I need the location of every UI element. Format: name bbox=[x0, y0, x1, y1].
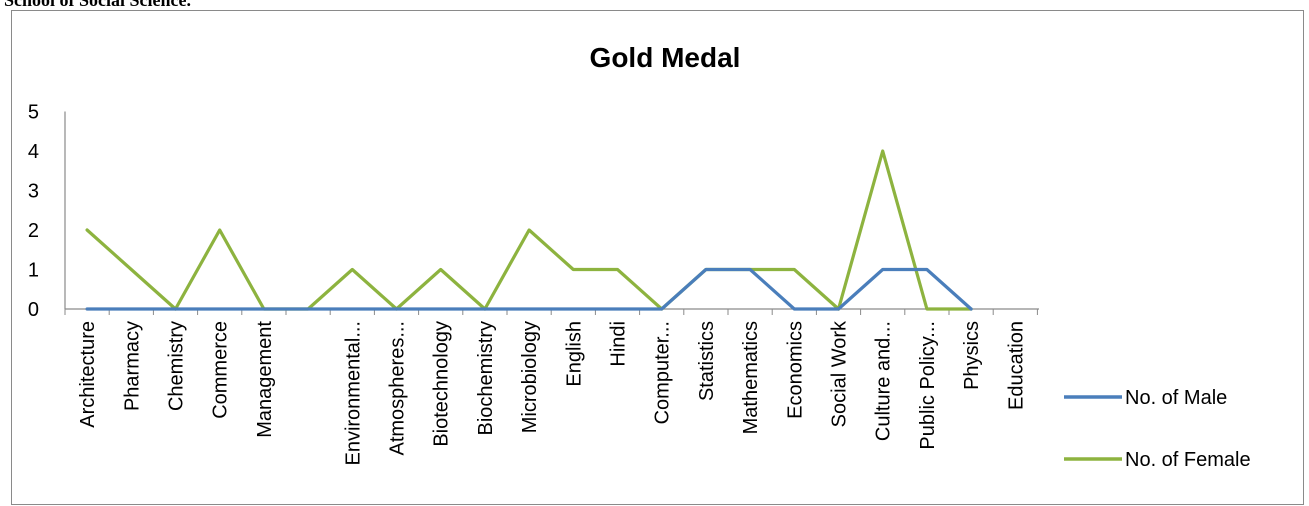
x-category-label: Environmental... bbox=[342, 321, 364, 466]
chart-title: Gold Medal bbox=[590, 42, 741, 73]
series-line-male bbox=[85, 267, 973, 311]
chart-frame: Gold Medal 0 1 2 3 4 5 Architecture Pharmacy Ch… bbox=[11, 10, 1304, 505]
x-category-label: Education bbox=[1005, 321, 1027, 410]
y-tick-label: 3 bbox=[28, 181, 39, 203]
x-category-label: Chemistry bbox=[166, 321, 188, 411]
x-category-label: Commerce bbox=[210, 321, 232, 419]
series-lines bbox=[85, 149, 973, 311]
x-category-label: Economics bbox=[784, 321, 806, 419]
y-tick-label: 5 bbox=[28, 102, 39, 124]
y-tick-label: 0 bbox=[28, 299, 39, 321]
series-line-female bbox=[85, 149, 973, 311]
x-category-label: Biotechnology bbox=[431, 321, 453, 447]
x-category-label: Pharmacy bbox=[121, 321, 143, 411]
legend: No. of Male No. of Female bbox=[1064, 387, 1251, 471]
x-axis: Architecture Pharmacy Chemistry Commerce Man… bbox=[64, 308, 1039, 466]
x-category-label: Public Policy... bbox=[917, 321, 939, 450]
x-category-label: Social Work bbox=[829, 320, 851, 427]
line-chart: Gold Medal 0 1 2 3 4 5 Architecture Pharmacy Ch… bbox=[28, 42, 1251, 471]
y-tick-label: 1 bbox=[28, 260, 39, 282]
page-caption: School of Social Science. bbox=[4, 0, 191, 10]
x-category-label: Statistics bbox=[696, 321, 718, 401]
x-category-label: Microbiology bbox=[519, 321, 541, 433]
x-category-label: Culture and... bbox=[873, 321, 895, 441]
y-tick-label: 2 bbox=[28, 220, 39, 242]
x-category-label: Architecture bbox=[77, 321, 99, 428]
legend-label-male: No. of Male bbox=[1125, 387, 1227, 409]
x-category-label: Computer... bbox=[652, 321, 674, 424]
y-axis: 0 1 2 3 4 5 bbox=[28, 102, 66, 321]
x-category-label: Biochemistry bbox=[475, 321, 497, 435]
legend-label-female: No. of Female bbox=[1125, 449, 1251, 471]
x-category-label: English bbox=[563, 321, 585, 387]
x-category-label: Physics bbox=[961, 321, 983, 390]
x-category-label: Hindi bbox=[608, 321, 630, 367]
x-category-label: Mathematics bbox=[740, 321, 762, 434]
y-tick-label: 4 bbox=[28, 141, 39, 163]
x-category-label: Atmospheres... bbox=[387, 321, 409, 456]
x-category-label: Management bbox=[254, 321, 276, 438]
